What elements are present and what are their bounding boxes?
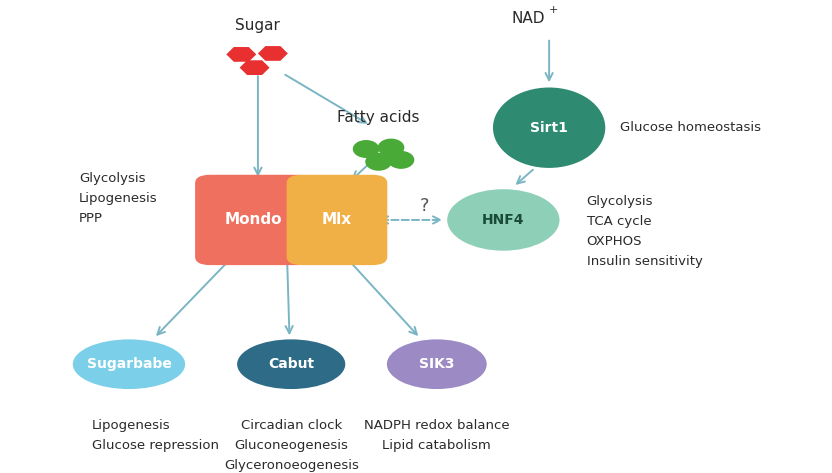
Text: Glycolysis
Lipogenesis
PPP: Glycolysis Lipogenesis PPP — [79, 172, 158, 225]
Ellipse shape — [237, 339, 345, 389]
Ellipse shape — [73, 339, 186, 389]
Ellipse shape — [448, 189, 559, 251]
Text: Fatty acids: Fatty acids — [337, 110, 420, 125]
FancyBboxPatch shape — [196, 175, 313, 265]
Ellipse shape — [493, 88, 606, 168]
Text: NADPH redox balance
Lipid catabolism: NADPH redox balance Lipid catabolism — [364, 419, 510, 452]
Text: NAD: NAD — [512, 11, 545, 26]
Text: SIK3: SIK3 — [419, 357, 454, 371]
Text: +: + — [549, 5, 558, 16]
Text: Lipogenesis
Glucose repression: Lipogenesis Glucose repression — [92, 419, 219, 452]
Text: Glycolysis
TCA cycle
OXPHOS
Insulin sensitivity: Glycolysis TCA cycle OXPHOS Insulin sens… — [587, 195, 702, 268]
Ellipse shape — [388, 151, 414, 169]
Ellipse shape — [387, 339, 487, 389]
Text: Sirt1: Sirt1 — [530, 121, 568, 135]
Text: Glucose homeostasis: Glucose homeostasis — [620, 121, 760, 134]
Ellipse shape — [353, 140, 379, 158]
Text: HNF4: HNF4 — [482, 213, 525, 227]
FancyBboxPatch shape — [286, 175, 388, 265]
Ellipse shape — [378, 139, 404, 157]
Text: Sugar: Sugar — [235, 18, 280, 33]
Text: Mondo: Mondo — [225, 212, 283, 228]
Text: Mlx: Mlx — [322, 212, 352, 228]
Text: Cabut: Cabut — [268, 357, 314, 371]
Ellipse shape — [365, 153, 392, 171]
Text: ?: ? — [419, 197, 429, 215]
Text: Circadian clock
Gluconeogenesis
Glyceronoeogenesis: Circadian clock Gluconeogenesis Glyceron… — [224, 419, 359, 472]
Text: Sugarbabe: Sugarbabe — [87, 357, 171, 371]
